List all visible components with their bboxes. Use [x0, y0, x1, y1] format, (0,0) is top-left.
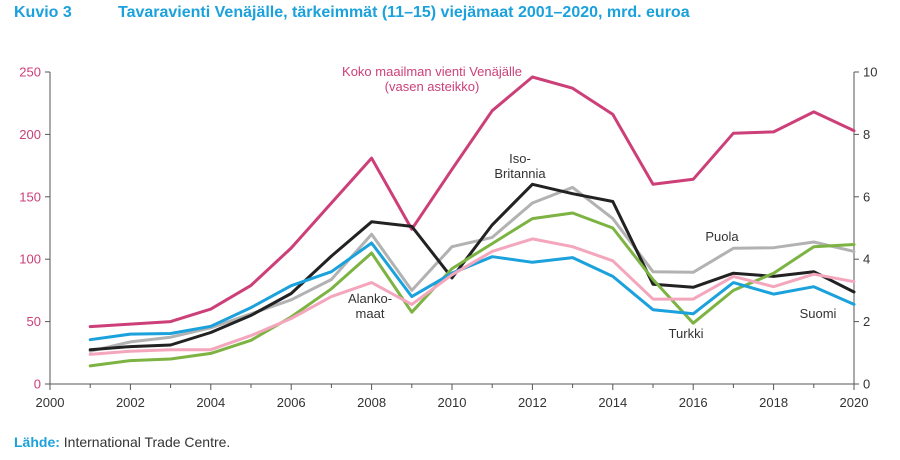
- left-tick-label: 200: [19, 127, 41, 142]
- x-tick-label: 2020: [840, 395, 869, 410]
- series-line-world: [88, 75, 856, 329]
- left-tick-label: 250: [19, 65, 41, 80]
- annotation-finland: Suomi: [800, 306, 837, 321]
- x-tick-label: 2012: [518, 395, 547, 410]
- series-line-uk: [88, 182, 856, 352]
- left-tick-label: 100: [19, 252, 41, 267]
- x-tick-label: 2014: [598, 395, 627, 410]
- annotation-uk-line2: Britannia: [494, 166, 546, 181]
- line-chart: 0 50 100 150 200 250 0 2 4 6 8 10 2000 2002 2004 2006…: [19, 64, 877, 410]
- annotation-world-line1: Koko maailman vienti Venäjälle: [342, 64, 522, 79]
- series-line-turkey: [88, 211, 856, 368]
- series-line-poland: [88, 185, 856, 353]
- x-tick-label: 2010: [438, 395, 467, 410]
- x-tick-label: 2002: [116, 395, 145, 410]
- right-tick-label: 6: [863, 189, 870, 204]
- x-tick-label: 2016: [679, 395, 708, 410]
- right-tick-label: 8: [863, 127, 870, 142]
- annotation-netherlands-line2: maat: [356, 306, 385, 321]
- left-tick-label: 50: [27, 314, 41, 329]
- right-tick-label: 4: [863, 252, 870, 267]
- right-axis-ticks: 0 2 4 6 8 10: [854, 65, 877, 392]
- x-tick-label: 2004: [196, 395, 225, 410]
- figure-number: Kuvio 3: [14, 4, 72, 21]
- x-tick-label: 2018: [759, 395, 788, 410]
- right-tick-label: 2: [863, 314, 870, 329]
- left-tick-label: 0: [34, 377, 41, 392]
- annotation-poland: Puola: [705, 229, 739, 244]
- series-annotations: Koko maailman vienti Venäjälle (vasen as…: [342, 64, 836, 341]
- x-tick-label: 2008: [357, 395, 386, 410]
- series-lines: [88, 75, 856, 368]
- x-tick-label: 2000: [36, 395, 65, 410]
- annotation-netherlands-line1: Alanko-: [348, 291, 392, 306]
- x-axis-ticks: 2000 2002 2004 2006 2008 2010 2012 2014 2016 2018…: [36, 384, 869, 410]
- left-axis-ticks: 0 50 100 150 200 250: [19, 65, 50, 392]
- series-line-netherlands: [88, 237, 856, 356]
- series-line-finland: [88, 241, 856, 342]
- annotation-world-line2: (vasen asteikko): [385, 79, 480, 94]
- right-tick-label: 10: [863, 65, 877, 80]
- source-label: Lähde:: [14, 434, 60, 450]
- figure-title: Tavaravienti Venäjälle, tärkeimmät (11–1…: [118, 4, 690, 21]
- source-note: Lähde: International Trade Centre.: [14, 434, 230, 450]
- source-text: International Trade Centre.: [59, 434, 231, 450]
- annotation-turkey: Turkki: [669, 326, 704, 341]
- x-tick-label: 2006: [277, 395, 306, 410]
- right-tick-label: 0: [863, 377, 870, 392]
- annotation-uk-line1: Iso-: [509, 151, 531, 166]
- left-tick-label: 150: [19, 189, 41, 204]
